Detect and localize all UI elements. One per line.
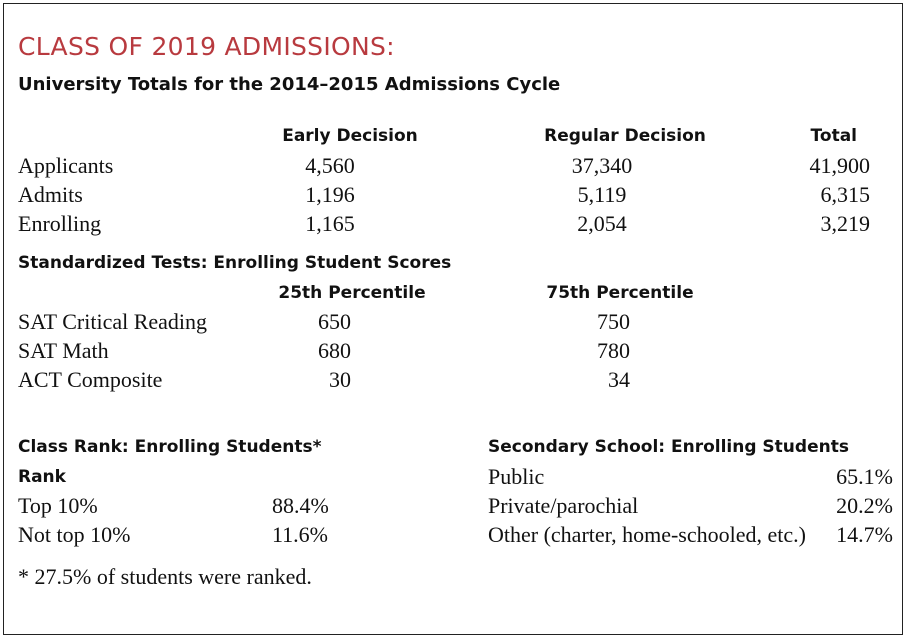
row-label: Top 10% — [18, 492, 98, 518]
cell: 20.2% — [836, 492, 893, 518]
title: CLASS OF 2019 ADMISSIONS: — [18, 32, 395, 61]
subtitle: University Totals for the 2014–2015 Admi… — [18, 74, 561, 96]
cell: 34 — [608, 366, 630, 392]
column-header: Rank — [18, 466, 66, 487]
frame — [3, 3, 903, 635]
row-label: Public — [488, 463, 545, 489]
cell: 2,054 — [577, 210, 627, 236]
column-header: Total — [810, 125, 857, 146]
cell: 6,315 — [820, 181, 871, 207]
row-label: SAT Critical Reading — [18, 308, 208, 334]
cell: 30 — [329, 366, 351, 392]
cell: 14.7% — [836, 521, 893, 547]
row-label: SAT Math — [18, 337, 109, 363]
cell: 650 — [318, 308, 351, 334]
footnote: * 27.5% of students were ranked. — [18, 563, 312, 589]
column-header: 75th Percentile — [546, 282, 694, 303]
row-label: Private/parochial — [488, 492, 639, 518]
cell: 41,900 — [809, 152, 871, 178]
row-label: ACT Composite — [18, 366, 163, 392]
cell: 3,219 — [820, 210, 871, 236]
cell: 11.6% — [272, 521, 329, 547]
cell: 5,119 — [577, 181, 627, 207]
row-label: Other (charter, home-schooled, etc.) — [488, 521, 806, 547]
column-header: Regular Decision — [544, 125, 706, 146]
row-label: Not top 10% — [18, 521, 131, 547]
section-title: Standardized Tests: Enrolling Student Sc… — [18, 252, 452, 273]
cell: 1,196 — [305, 181, 355, 207]
column-header: Early Decision — [282, 125, 418, 146]
cell: 680 — [318, 337, 351, 363]
cell: 37,340 — [571, 152, 633, 178]
section-title: Secondary School: Enrolling Students — [488, 436, 849, 457]
cell: 1,165 — [305, 210, 355, 236]
cell: 4,560 — [305, 152, 355, 178]
cell: 88.4% — [272, 492, 329, 518]
cell: 65.1% — [836, 463, 893, 489]
row-label: Enrolling — [18, 210, 102, 236]
section-title: Class Rank: Enrolling Students* — [18, 436, 322, 457]
cell: 780 — [597, 337, 630, 363]
row-label: Admits — [18, 181, 83, 207]
cell: 750 — [597, 308, 630, 334]
row-label: Applicants — [18, 152, 114, 178]
column-header: 25th Percentile — [278, 282, 426, 303]
